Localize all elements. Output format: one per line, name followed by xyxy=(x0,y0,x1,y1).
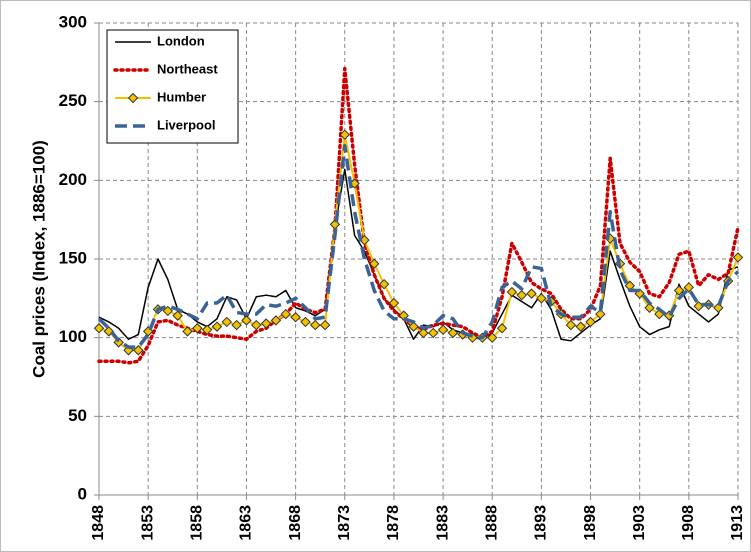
x-tick-label: 1883 xyxy=(434,505,451,541)
data-point xyxy=(182,326,193,337)
x-tick-label: 1848 xyxy=(90,505,107,541)
y-tick-label: 100 xyxy=(59,327,87,346)
data-point xyxy=(162,305,174,317)
data-point xyxy=(447,327,459,339)
legend-label: London xyxy=(157,33,205,48)
data-point xyxy=(565,319,577,331)
y-tick-label: 200 xyxy=(59,170,87,189)
data-point xyxy=(713,302,724,313)
data-point xyxy=(516,289,527,301)
data-point xyxy=(231,319,242,331)
y-tick-label: 150 xyxy=(59,248,87,267)
x-tick-label: 1888 xyxy=(483,505,500,541)
data-point xyxy=(388,297,400,309)
y-axis-label: Coal prices (Index, 1886=100) xyxy=(29,140,48,378)
x-tick-label: 1903 xyxy=(631,505,648,541)
x-tick-label: 1858 xyxy=(189,505,206,541)
data-point xyxy=(595,308,606,320)
data-point xyxy=(683,282,695,293)
data-point xyxy=(201,324,213,336)
series-line xyxy=(97,66,740,365)
data-point xyxy=(378,278,390,290)
data-point xyxy=(526,288,537,299)
data-point xyxy=(251,319,262,331)
data-point xyxy=(408,321,419,332)
data-point xyxy=(241,315,252,326)
y-tick-label: 0 xyxy=(78,484,87,503)
data-point xyxy=(270,315,282,326)
x-tick-label: 1893 xyxy=(533,505,550,541)
data-point xyxy=(585,316,596,328)
data-point xyxy=(172,310,183,321)
data-point xyxy=(339,129,350,140)
data-point xyxy=(418,327,429,339)
data-point xyxy=(506,286,518,298)
series-line xyxy=(97,143,740,349)
data-point xyxy=(428,327,439,339)
x-tick-label: 1878 xyxy=(385,505,402,541)
x-tick-label: 1868 xyxy=(287,505,304,541)
data-point xyxy=(496,323,508,334)
data-point xyxy=(673,285,685,296)
y-tick-label: 300 xyxy=(59,12,87,31)
data-point xyxy=(93,323,105,334)
y-tick-label: 50 xyxy=(68,406,87,425)
data-point xyxy=(536,293,547,304)
legend-label: Humber xyxy=(157,89,206,104)
data-point xyxy=(644,302,655,313)
data-point xyxy=(319,319,331,331)
data-point xyxy=(300,316,311,328)
legend-box xyxy=(106,29,239,144)
data-point xyxy=(192,323,203,334)
legend-label: Northeast xyxy=(157,61,218,76)
x-tick-label: 1863 xyxy=(238,505,255,541)
data-point xyxy=(487,332,498,343)
y-tick-label: 250 xyxy=(59,91,87,110)
data-point xyxy=(369,258,380,269)
series-line xyxy=(98,168,739,342)
legend-label: Liverpool xyxy=(157,117,216,132)
data-point xyxy=(437,324,449,336)
x-tick-label: 1898 xyxy=(582,505,599,541)
data-point xyxy=(280,308,291,320)
x-tick-label: 1873 xyxy=(336,505,353,541)
x-tick-label: 1908 xyxy=(680,505,697,541)
x-tick-label: 1853 xyxy=(139,505,156,541)
data-point xyxy=(575,321,586,332)
x-tick-label: 1913 xyxy=(729,505,746,541)
data-point xyxy=(310,319,321,331)
data-point xyxy=(133,345,144,356)
data-point xyxy=(221,316,233,328)
data-point xyxy=(211,321,223,332)
data-point xyxy=(260,318,272,329)
data-point xyxy=(732,252,744,263)
data-point xyxy=(290,312,301,323)
legend-marker xyxy=(127,92,139,104)
